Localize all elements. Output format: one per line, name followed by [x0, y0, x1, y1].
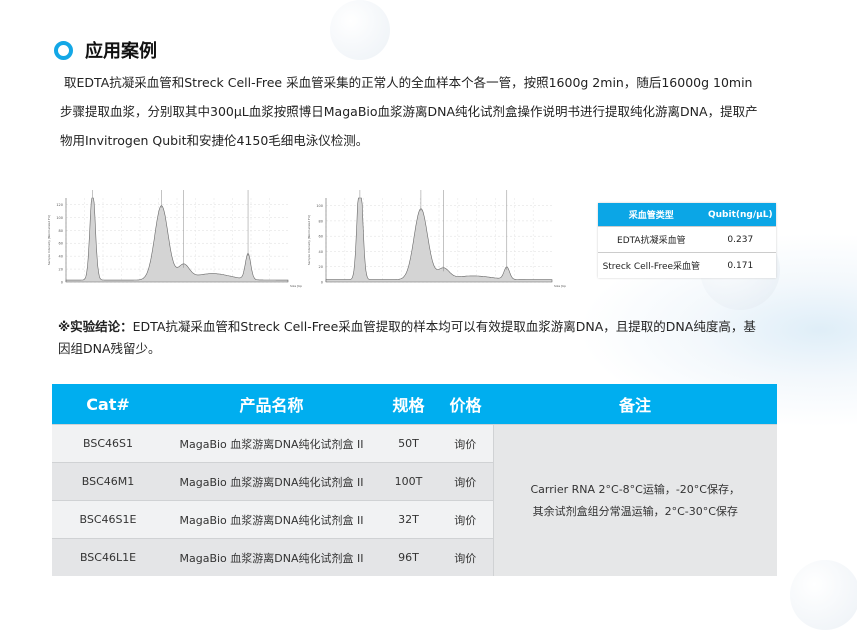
- price: 询价: [438, 424, 493, 463]
- electropherogram-edta: 0 20 40 60 80 100 120 Sample Intensity [Normali…: [44, 186, 302, 302]
- product-name: MagaBio 血浆游离DNA纯化试剂盒 II: [164, 462, 379, 501]
- qubit-value: 0.237: [704, 226, 776, 253]
- tube-type: Streck Cell-Free采血管: [598, 252, 705, 278]
- cat-number: BSC46L1E: [52, 538, 164, 576]
- table-row: BSC46L1E MagaBio 血浆游离DNA纯化试剂盒 II 96T 询价: [52, 538, 777, 576]
- note-cell: Carrier RNA 2°C-8°C运输，-20°C保存， 其余试剂盒组分常温…: [492, 424, 777, 576]
- conclusion-label: ※实验结论：: [58, 319, 133, 334]
- table-row: BSC46S1E MagaBio 血浆游离DNA纯化试剂盒 II 32T 询价: [52, 500, 777, 539]
- table-row: BSC46M1 MagaBio 血浆游离DNA纯化试剂盒 II 100T 询价: [52, 462, 777, 501]
- product-table: Cat# 产品名称 规格 价格 备注 BSC46S1 MagaBio 血浆游离D…: [52, 384, 777, 576]
- table-row: BSC46S1 MagaBio 血浆游离DNA纯化试剂盒 II 50T 询价 C…: [52, 424, 777, 576]
- trace-area: [325, 197, 553, 283]
- y-tick-label: 80: [319, 219, 323, 223]
- intro-paragraph: 取EDTA抗凝采血管和Streck Cell-Free 采血管采集的正常人的全血…: [60, 68, 784, 155]
- y-axis-label: Sample Intensity [Normalized FU]: [47, 215, 51, 265]
- cat-number: BSC46M1: [52, 462, 164, 501]
- y-tick-label: 100: [56, 216, 63, 220]
- y-tick-label: 40: [59, 255, 63, 259]
- tube-type: EDTA抗凝采血管: [598, 226, 705, 253]
- qubit-row: EDTA抗凝采血管 0.237: [598, 226, 776, 253]
- x-axis-label: Size [bp]: [290, 284, 302, 288]
- intro-line: 步骤提取血浆，分别取其中300μL血浆按照博日MagaBio血浆游离DNA纯化试…: [60, 104, 758, 119]
- price: 询价: [438, 462, 493, 501]
- qubit-header-value: Qubit(ng/μL): [704, 203, 776, 227]
- qubit-row: Streck Cell-Free采血管 0.171: [598, 252, 776, 278]
- header-spec: 规格: [379, 384, 438, 425]
- y-tick-label: 20: [59, 268, 63, 272]
- spec: 32T: [379, 500, 438, 539]
- y-tick-label: 0: [321, 281, 323, 285]
- cat-number: BSC46S1E: [52, 500, 164, 539]
- header-note: 备注: [493, 384, 777, 425]
- conclusion-text: EDTA抗凝采血管和Streck Cell-Free采血管提取的样本均可以有效提…: [132, 319, 756, 334]
- price: 询价: [438, 500, 493, 539]
- intro-line: 取EDTA抗凝采血管和Streck Cell-Free 采血管采集的正常人的全血…: [64, 75, 753, 90]
- intro-line: 物用Invitrogen Qubit和安捷伦4150毛细电泳仪检测。: [60, 133, 369, 148]
- y-tick-label: 100: [316, 204, 323, 208]
- trace-area: [65, 197, 289, 283]
- header-price: 价格: [438, 384, 493, 425]
- y-tick-label: 0: [61, 281, 63, 285]
- product-name: MagaBio 血浆游离DNA纯化试剂盒 II: [164, 538, 379, 576]
- section-title-text: 应用案例: [85, 41, 157, 62]
- conclusion-text: 因组DNA残留少。: [58, 341, 161, 356]
- background-molecule: [330, 0, 390, 60]
- price: 询价: [438, 538, 493, 576]
- note-line: 其余试剂盒组分常温运输，2°C-30°C保存: [532, 504, 738, 518]
- x-axis-label: Size [bp]: [554, 284, 566, 288]
- section-title: 应用案例: [54, 37, 157, 63]
- ring-bullet-icon: [54, 40, 73, 60]
- spec: 100T: [379, 462, 438, 501]
- background-molecule: [790, 560, 857, 630]
- y-tick-label: 60: [59, 242, 63, 246]
- header-product-name: 产品名称: [164, 384, 379, 425]
- note-line: Carrier RNA 2°C-8°C运输，-20°C保存，: [530, 482, 740, 496]
- conclusion: ※实验结论：EDTA抗凝采血管和Streck Cell-Free采血管提取的样本…: [58, 316, 778, 360]
- y-tick-label: 20: [319, 265, 323, 269]
- qubit-value: 0.171: [704, 252, 776, 278]
- qubit-header-tube: 采血管类型: [598, 203, 705, 227]
- electropherogram-streck: 0 20 40 60 80 100 Sample Intensity [Normalized…: [304, 186, 566, 302]
- qubit-table: 采血管类型 Qubit(ng/μL) EDTA抗凝采血管 0.237 Streck …: [598, 203, 776, 278]
- product-name: MagaBio 血浆游离DNA纯化试剂盒 II: [164, 424, 379, 463]
- header-cat: Cat#: [52, 384, 164, 425]
- y-tick-label: 80: [59, 229, 63, 233]
- spec: 96T: [379, 538, 438, 576]
- y-tick-label: 40: [319, 250, 323, 254]
- product-name: MagaBio 血浆游离DNA纯化试剂盒 II: [164, 500, 379, 539]
- cat-number: BSC46S1: [52, 424, 164, 463]
- y-tick-label: 60: [319, 235, 323, 239]
- y-axis-label: Sample Intensity [Normalized FU]: [307, 215, 311, 265]
- y-tick-label: 120: [56, 203, 63, 207]
- spec: 50T: [379, 424, 438, 463]
